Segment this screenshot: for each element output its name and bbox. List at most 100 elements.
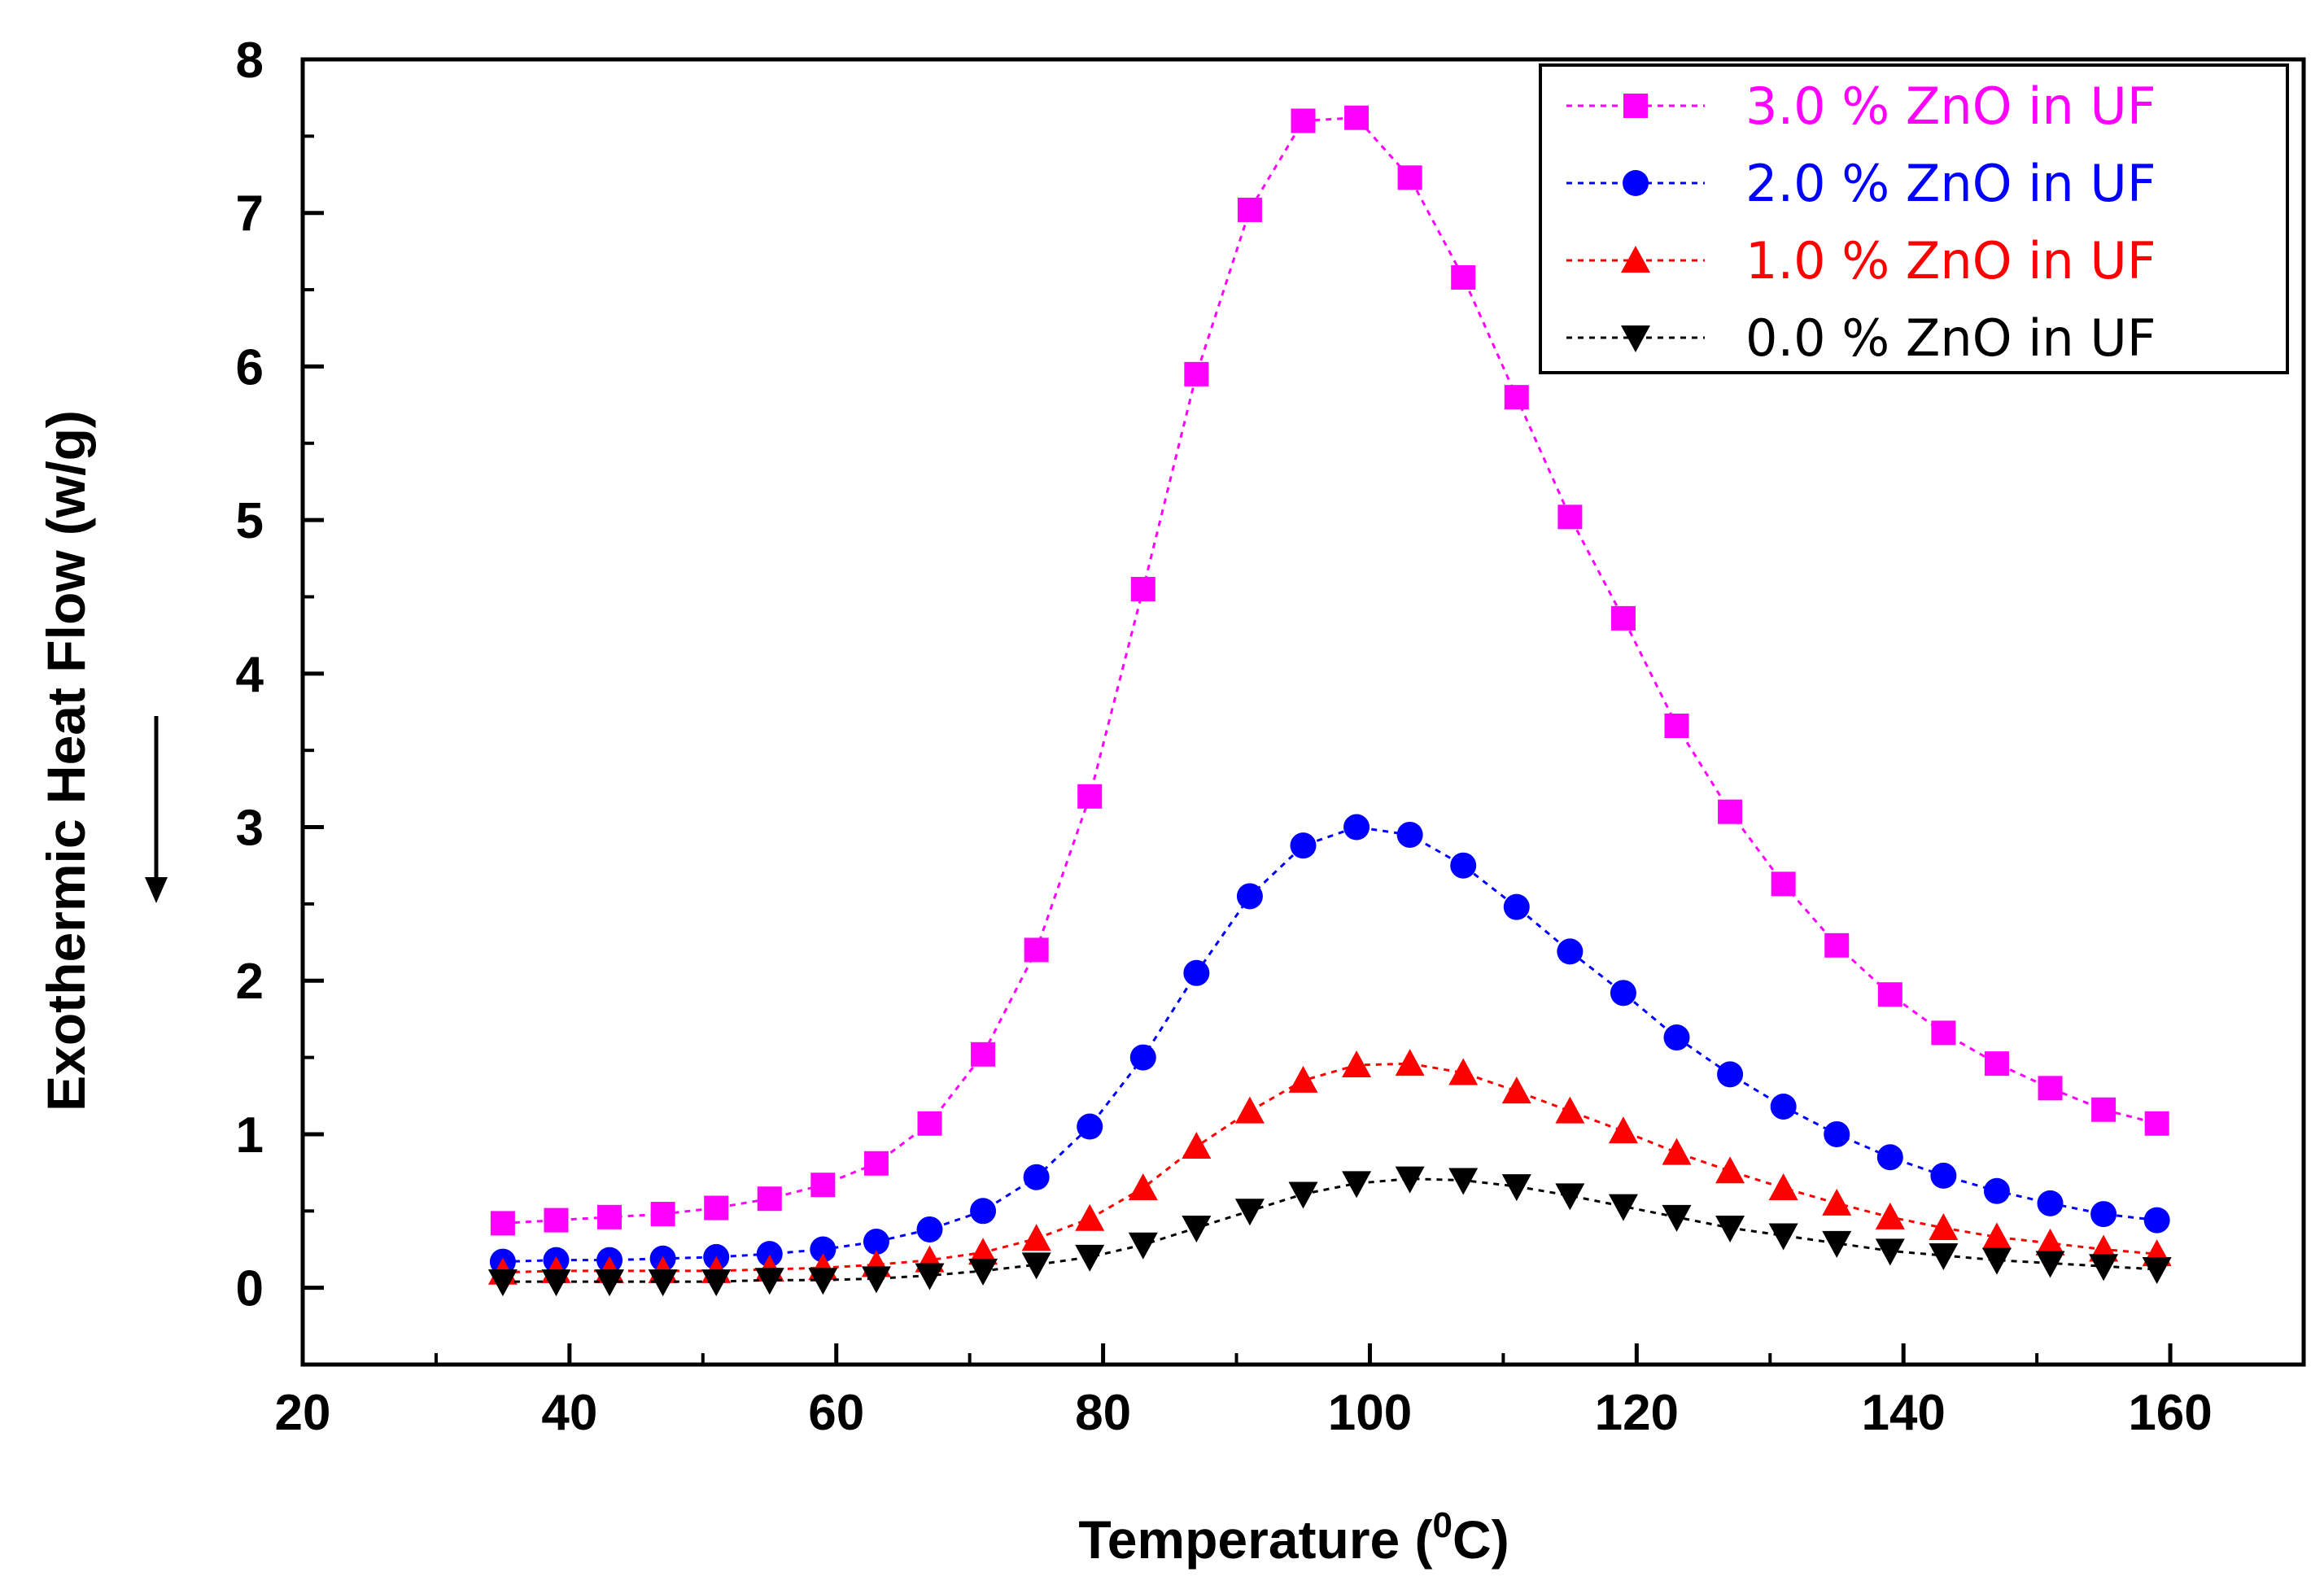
- data-point: [915, 1264, 944, 1290]
- data-point: [916, 1216, 942, 1242]
- data-point: [1822, 1231, 1851, 1258]
- data-point: [1022, 1224, 1051, 1251]
- x-axis-title: Temperature (0C): [1078, 1505, 1509, 1570]
- data-point: [2091, 1098, 2116, 1122]
- y-tick-label: 6: [236, 339, 264, 395]
- data-point: [1771, 871, 1796, 896]
- series-line: [503, 1179, 2157, 1282]
- exotherm-down-arrow-icon: [145, 716, 168, 903]
- data-point: [1183, 960, 1209, 986]
- data-point: [1129, 1173, 1158, 1200]
- data-point: [2090, 1201, 2116, 1227]
- data-point: [2038, 1190, 2064, 1216]
- x-tick-label: 80: [1075, 1385, 1131, 1441]
- legend-label: 0.0 % ZnO in UF: [1745, 308, 2156, 368]
- data-point: [810, 1173, 835, 1197]
- data-point: [1555, 1183, 1584, 1210]
- data-point: [1822, 1189, 1851, 1216]
- data-point: [1289, 1066, 1318, 1093]
- data-point: [1718, 800, 1742, 824]
- y-axis-title: Exothermic Heat Flow (w/g): [36, 410, 96, 1111]
- data-point: [1557, 938, 1583, 964]
- x-tick-label: 40: [541, 1385, 597, 1441]
- x-tick-label: 120: [1595, 1385, 1679, 1441]
- data-point: [970, 1198, 996, 1224]
- data-point: [651, 1202, 675, 1226]
- data-point: [2144, 1208, 2170, 1234]
- x-tick-labels: 20 40 60 80 100 120 140 160: [275, 1385, 2213, 1441]
- data-point: [971, 1042, 995, 1067]
- series-line: [503, 1063, 2157, 1273]
- data-point: [1715, 1156, 1745, 1183]
- data-point: [1929, 1243, 1958, 1270]
- data-point: [917, 1111, 941, 1136]
- series-3: [488, 1167, 2172, 1296]
- data-point: [1397, 822, 1423, 848]
- x-tick-label: 100: [1328, 1385, 1412, 1441]
- data-point: [1985, 1051, 2009, 1076]
- data-point: [1610, 980, 1636, 1006]
- legend-label: 1.0 % ZnO in UF: [1745, 231, 2156, 290]
- x-axis-title-unit: C): [1452, 1509, 1509, 1570]
- data-point: [1024, 1164, 1050, 1190]
- data-point: [2143, 1257, 2172, 1284]
- y-tick-label: 1: [236, 1107, 264, 1164]
- data-point: [1450, 853, 1476, 879]
- y-tick-label: 4: [236, 647, 264, 703]
- data-point: [1075, 1204, 1104, 1231]
- y-tick-label: 3: [236, 801, 264, 857]
- data-point: [1665, 714, 1689, 738]
- data-point: [1769, 1223, 1798, 1250]
- data-point: [1502, 1076, 1531, 1103]
- data-point: [1771, 1094, 1797, 1120]
- data-point: [1184, 362, 1208, 386]
- data-point: [1451, 265, 1475, 290]
- legend-marker: [1623, 170, 1649, 196]
- data-point: [1343, 814, 1370, 841]
- y-tick-label: 2: [236, 954, 264, 1010]
- data-point: [1982, 1222, 2012, 1249]
- data-point: [1022, 1252, 1051, 1279]
- data-point: [1876, 1203, 1905, 1229]
- x-tick-label: 160: [2128, 1385, 2212, 1441]
- data-point: [1291, 832, 1317, 858]
- data-point: [1824, 933, 1849, 958]
- data-point: [758, 1186, 782, 1211]
- legend-label: 2.0 % ZnO in UF: [1745, 154, 2156, 213]
- data-point: [864, 1151, 889, 1176]
- y-tick-label: 7: [236, 186, 264, 242]
- data-point: [1502, 1174, 1531, 1201]
- data-point: [1555, 1097, 1584, 1124]
- data-point: [1931, 1020, 1955, 1045]
- data-point: [1984, 1178, 2010, 1204]
- data-point: [1717, 1061, 1743, 1087]
- data-point: [1505, 385, 1529, 409]
- data-point: [1504, 894, 1530, 920]
- data-point: [1609, 1116, 1638, 1143]
- data-point: [597, 1205, 622, 1229]
- x-tick-label: 20: [275, 1385, 331, 1441]
- data-point: [1824, 1121, 1850, 1147]
- data-point: [1077, 784, 1102, 809]
- data-point: [1131, 577, 1155, 601]
- data-point: [1769, 1173, 1798, 1200]
- data-point: [1877, 1144, 1903, 1170]
- data-point: [1396, 1167, 1425, 1194]
- y-tick-label: 5: [236, 493, 264, 549]
- y-tick-label: 0: [236, 1261, 264, 1317]
- data-point: [1289, 1182, 1318, 1209]
- legend-marker: [1623, 94, 1648, 118]
- data-point: [1235, 1097, 1265, 1124]
- data-point: [544, 1208, 568, 1233]
- data-point: [862, 1266, 891, 1293]
- data-point: [1662, 1138, 1692, 1165]
- data-point: [1557, 504, 1582, 529]
- data-point: [1291, 108, 1316, 133]
- data-point: [1235, 1199, 1265, 1225]
- x-tick-label: 140: [1861, 1385, 1945, 1441]
- data-point: [1238, 198, 1262, 222]
- data-point: [491, 1211, 515, 1235]
- data-point: [1130, 1045, 1156, 1071]
- legend-label: 3.0 % ZnO in UF: [1745, 76, 2156, 136]
- y-tick-labels: 0 1 2 3 4 5 6 7 8: [236, 33, 264, 1317]
